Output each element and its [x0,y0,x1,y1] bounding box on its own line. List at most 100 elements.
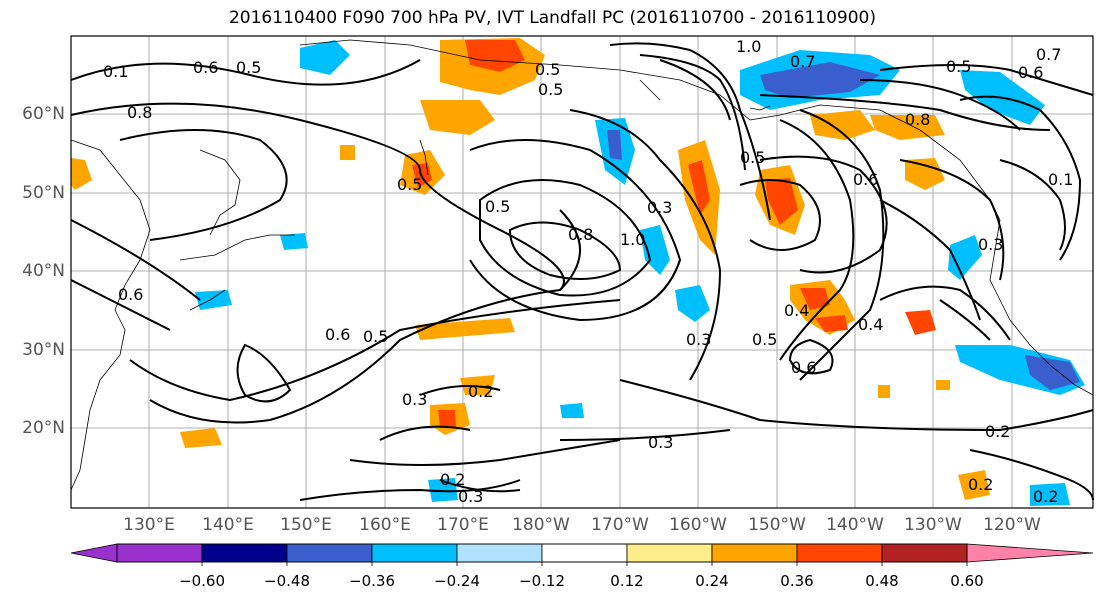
lon-label: 130°W [904,515,962,535]
colorbar-tick-label: 0.24 [695,572,729,590]
positive-anomaly-region [420,100,495,135]
lon-label: 140°W [826,515,884,535]
negative-anomaly-region [195,290,232,310]
positive-anomaly-region [688,160,710,215]
contour-label: 0.8 [568,225,593,244]
contour-label: 1.0 [736,37,761,56]
contour-label: 0.7 [1036,45,1061,64]
negative-anomaly-region [760,62,880,98]
shaded-regions [71,38,1085,506]
colorbar-tick-label: −0.48 [264,572,310,590]
lon-label: 160°W [669,515,727,535]
contour-label: 0.3 [647,198,672,217]
contour-label: 0.5 [946,57,971,76]
contour-label: 0.5 [535,60,560,79]
contour-label: 0.4 [784,301,809,320]
negative-anomaly-region [1030,483,1070,506]
map-title: 2016110400 F090 700 hPa PV, IVT Landfall… [228,8,876,28]
lon-label: 130°E [123,515,175,535]
lat-label: 60°N [22,104,65,124]
contour-label: 0.4 [858,315,883,334]
colorbar-segment [456,543,543,563]
positive-anomaly-region [905,158,945,190]
contour-labels: 0.1 0.6 0.5 0.8 0.5 0.5 1.0 0.7 0.7 0.5 … [103,37,1073,506]
contour-label: 0.6 [1018,63,1043,82]
positive-anomaly-region [936,380,950,390]
colorbar-tick-label: 0.36 [780,572,814,590]
contour-label: 0.5 [740,148,765,167]
contour-label: 0.2 [985,422,1010,441]
positive-anomaly-region [765,178,798,225]
colorbar-segment [201,543,288,563]
colorbar-tick-label: −0.24 [434,572,480,590]
colorbar-segment [286,543,373,563]
lon-label: 150°W [748,515,806,535]
colorbar-segment [541,543,628,563]
colorbar-segment [371,543,458,563]
positive-anomaly-region [71,158,92,190]
contour-label: 0.5 [752,330,777,349]
contour-label: 0.8 [127,103,152,122]
negative-anomaly-region [280,233,308,250]
lat-label: 30°N [22,340,65,360]
contour-label: 0.5 [538,80,563,99]
contour-label: 0.2 [1033,487,1058,506]
positive-anomaly-region [905,310,936,335]
lon-label: 170°E [437,515,489,535]
contour-label: 0.3 [648,433,673,452]
contour-label: 0.3 [686,330,711,349]
lon-label: 140°E [202,515,254,535]
positive-anomaly-region [800,288,830,310]
contour-label: 0.8 [905,110,930,129]
positive-anomaly-region [878,385,890,398]
positive-anomaly-region [958,470,990,500]
colorbar-segment [796,543,883,563]
colorbar-extend-low [70,543,118,563]
positive-anomaly-region [815,315,848,332]
contour-label: 0.5 [363,327,388,346]
contour-label: 0.3 [458,487,483,506]
colorbar-segment [626,543,713,563]
lon-label: 120°W [983,515,1041,535]
colorbar-segment [116,543,203,563]
negative-anomaly-region [948,235,982,280]
colorbar-extend-high [966,543,1094,563]
lon-label: 150°E [280,515,332,535]
lat-label: 50°N [22,183,65,203]
lat-label: 20°N [22,418,65,438]
lon-label: 180°W [512,515,570,535]
positive-anomaly-region [465,40,525,72]
lon-label: 170°W [591,515,649,535]
contour-label: 0.1 [103,62,128,81]
contour-label: 0.6 [193,58,218,77]
colorbar-tick-label: −0.12 [519,572,565,590]
coastlines [70,39,1094,491]
contour-label: 0.2 [440,470,465,489]
contour-label: 0.2 [468,382,493,401]
colorbar-segment [881,543,968,563]
colorbar [70,543,1094,566]
contour-label: 0.7 [790,52,815,71]
positive-anomaly-region [810,110,875,140]
contour-label: 0.6 [118,285,143,304]
contour-label: 0.3 [978,235,1003,254]
colorbar-tick-label: 0.48 [865,572,899,590]
colorbar-segment [711,543,798,563]
contour-label: 0.6 [325,325,350,344]
plot-frame [70,35,1094,509]
lon-label: 160°E [359,515,411,535]
positive-anomaly-region [460,375,495,395]
contour-label: 0.3 [402,390,427,409]
lat-label: 40°N [22,261,65,281]
contour-label: 1.0 [620,230,645,249]
positive-anomaly-region [438,410,456,428]
positive-anomaly-region [340,145,355,160]
contour-label: 0.1 [1048,170,1073,189]
contour-label: 0.2 [968,475,993,494]
negative-anomaly-region [675,285,710,322]
contour-label: 0.5 [397,175,422,194]
contour-label: 0.6 [791,358,816,377]
colorbar-tick-label: 0.12 [610,572,644,590]
contour-label: 0.5 [485,197,510,216]
